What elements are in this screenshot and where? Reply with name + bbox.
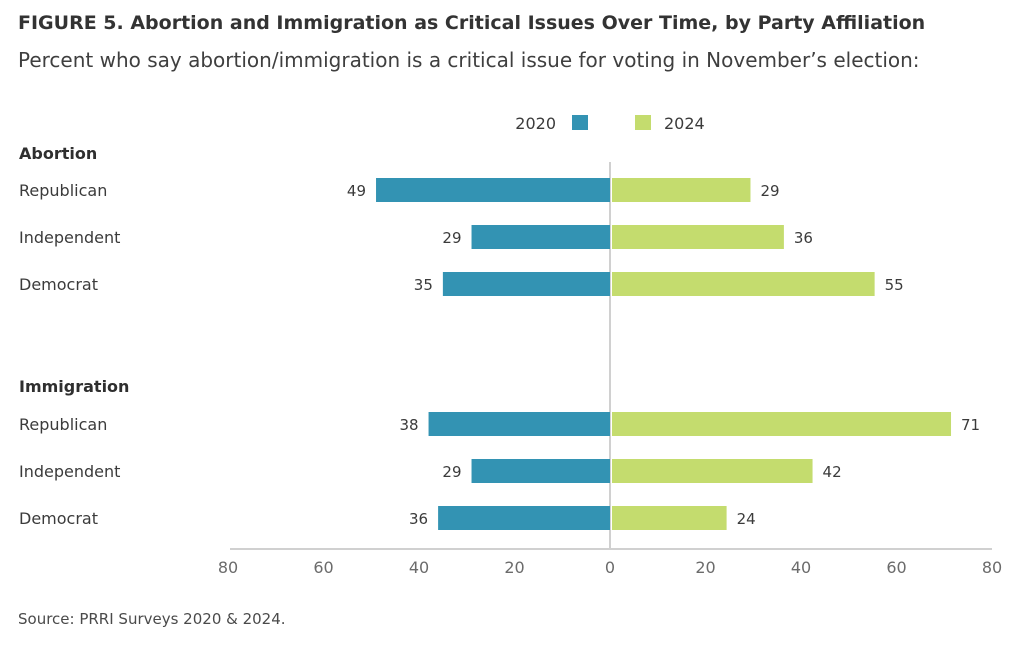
category-label-immigration-democrat: Democrat — [19, 509, 98, 528]
group-label-abortion: Abortion — [19, 144, 97, 163]
data-label-2020-immigration-independent: 29 — [442, 463, 461, 481]
data-label-2024-immigration-independent: 42 — [823, 463, 842, 481]
figure-subtitle: Percent who say abortion/immigration is … — [18, 48, 920, 72]
x-tick-label-1: 60 — [313, 558, 333, 577]
bar-2020-immigration-independent — [471, 459, 610, 483]
x-tick-label-4: 0 — [605, 558, 615, 577]
x-tick-label-3: 20 — [504, 558, 524, 577]
x-tick-label-8: 80 — [982, 558, 1002, 577]
bar-2024-abortion-independent — [612, 225, 784, 249]
legend-label-2020: 2020 — [515, 114, 556, 133]
data-label-2020-immigration-democrat: 36 — [409, 510, 428, 528]
bar-2024-immigration-independent — [612, 459, 813, 483]
legend-swatch-2020 — [572, 115, 588, 130]
bar-2020-immigration-republican — [428, 412, 610, 436]
bar-2024-immigration-democrat — [612, 506, 727, 530]
data-label-2024-immigration-republican: 71 — [961, 416, 980, 434]
data-label-2024-abortion-independent: 36 — [794, 229, 813, 247]
data-label-2024-abortion-republican: 29 — [760, 182, 779, 200]
x-tick-label-7: 60 — [886, 558, 906, 577]
x-tick-label-0: 80 — [218, 558, 238, 577]
data-label-2024-immigration-democrat: 24 — [737, 510, 756, 528]
bar-2020-abortion-democrat — [442, 272, 610, 296]
bar-2020-immigration-democrat — [438, 506, 610, 530]
figure-title: FIGURE 5. Abortion and Immigration as Cr… — [18, 12, 926, 34]
source-note: Source: PRRI Surveys 2020 & 2024. — [18, 610, 286, 628]
category-label-immigration-republican: Republican — [19, 415, 107, 434]
data-label-2020-abortion-independent: 29 — [442, 229, 461, 247]
bar-2024-abortion-democrat — [612, 272, 875, 296]
bar-2024-immigration-republican — [612, 412, 952, 436]
data-label-2020-abortion-democrat: 35 — [414, 276, 433, 294]
legend-label-2024: 2024 — [664, 114, 705, 133]
legend-swatch-2024 — [635, 115, 651, 130]
bar-2024-abortion-republican — [612, 178, 751, 202]
data-label-2020-immigration-republican: 38 — [399, 416, 418, 434]
bar-2020-abortion-republican — [376, 178, 610, 202]
x-tick-label-2: 40 — [409, 558, 429, 577]
x-tick-label-5: 20 — [695, 558, 715, 577]
data-label-2020-abortion-republican: 49 — [347, 182, 366, 200]
category-label-immigration-independent: Independent — [19, 462, 120, 481]
x-tick-label-6: 40 — [791, 558, 811, 577]
bar-2020-abortion-independent — [471, 225, 610, 249]
category-label-abortion-democrat: Democrat — [19, 275, 98, 294]
group-label-immigration: Immigration — [19, 377, 129, 396]
category-label-abortion-independent: Independent — [19, 228, 120, 247]
data-label-2024-abortion-democrat: 55 — [885, 276, 904, 294]
category-label-abortion-republican: Republican — [19, 181, 107, 200]
